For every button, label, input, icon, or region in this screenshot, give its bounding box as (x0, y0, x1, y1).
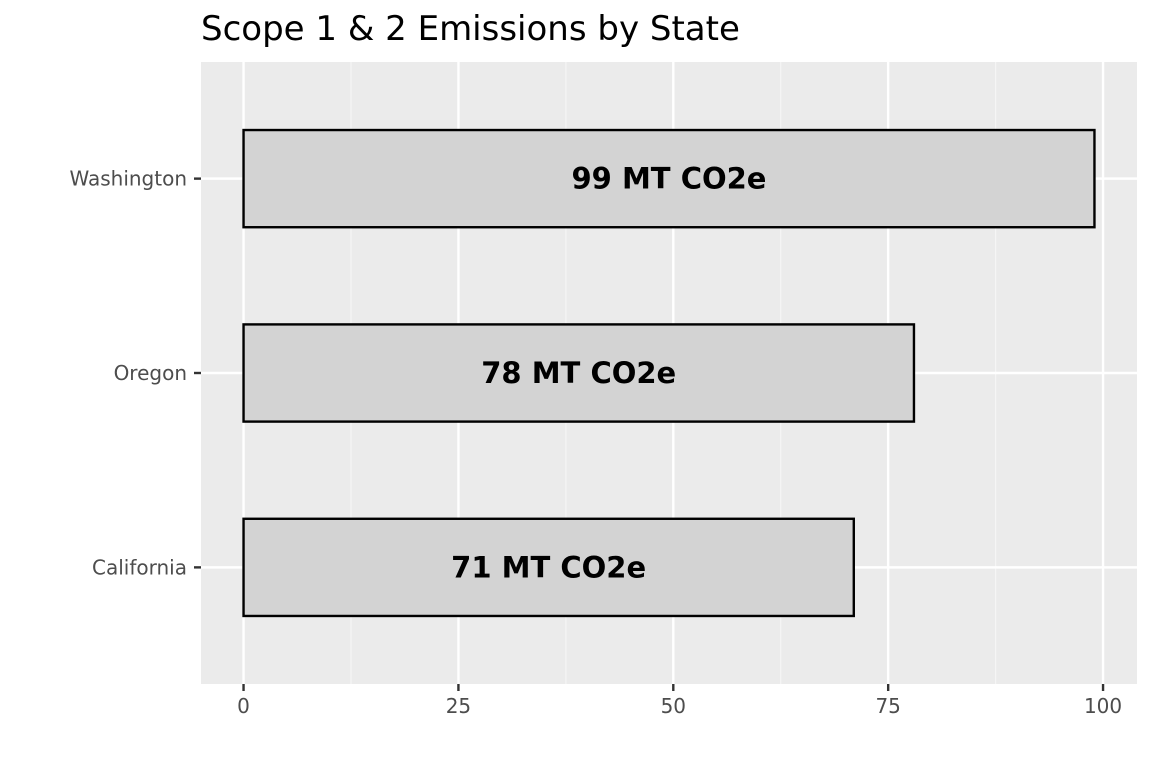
bar-washington (242, 128, 1096, 229)
x-tick-label: 75 (875, 694, 900, 718)
y-tick-label: Oregon (114, 361, 187, 385)
bar-california (242, 517, 855, 618)
bar-label-oregon: 78 MT CO2e (481, 356, 676, 390)
bar-label-california: 71 MT CO2e (451, 550, 646, 584)
chart-title: Scope 1 & 2 Emissions by State (201, 9, 740, 49)
bar-labels: 99 MT CO2e 78 MT CO2e 71 MT CO2e (451, 162, 766, 585)
x-tick-label: 0 (237, 694, 250, 718)
y-tick-label: California (92, 555, 187, 579)
y-axis: Washington Oregon California (69, 167, 201, 579)
bar-oregon (242, 323, 916, 423)
y-tick-label: Washington (69, 167, 187, 191)
bar-label-washington: 99 MT CO2e (572, 162, 767, 196)
x-axis: 0 25 50 75 100 (237, 684, 1122, 718)
x-tick-label: 25 (446, 694, 471, 718)
bars (242, 128, 1096, 618)
x-tick-label: 100 (1084, 694, 1122, 718)
x-tick-label: 50 (661, 694, 686, 718)
